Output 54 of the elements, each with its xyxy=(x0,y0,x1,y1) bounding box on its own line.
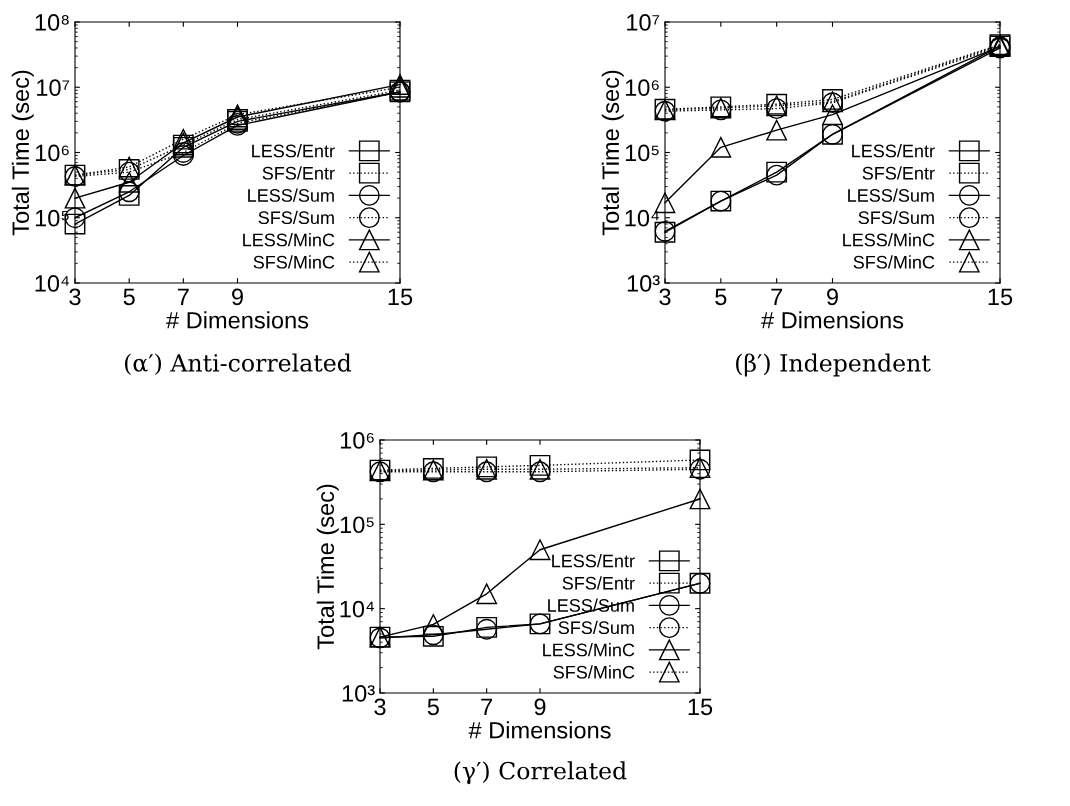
x-axis-title: # Dimensions xyxy=(468,721,611,739)
y-tick-label: 10⁴ xyxy=(625,209,659,227)
text: (β′) Independent xyxy=(736,353,931,377)
y-tick-label: 10⁸ xyxy=(35,14,69,31)
legend-label: SFS/Entr xyxy=(262,166,335,180)
y-tick-label: 10⁵ xyxy=(340,516,374,534)
legend-label: SFS/Sum xyxy=(558,620,634,635)
y-tick-label: 10³ xyxy=(342,685,375,702)
x-tick-label: 3 xyxy=(659,288,671,306)
legend-label: LESS/Entr xyxy=(252,144,335,158)
y-tick-label: 10³ xyxy=(627,275,660,292)
text: (α′) Anti-correlated xyxy=(125,353,352,376)
y-tick-label: 10⁶ xyxy=(625,79,659,97)
x-tick-label: 15 xyxy=(988,288,1013,306)
y-axis-title: Total Time (sec) xyxy=(11,70,34,236)
x-tick-label: 5 xyxy=(427,698,439,716)
x-tick-label: 15 xyxy=(388,288,413,306)
y-tick-label: 10⁷ xyxy=(627,14,660,31)
y-tick-label: 10⁶ xyxy=(340,432,374,449)
legend-label: SFS/Entr xyxy=(562,576,635,590)
x-axis-title: # Dimensions xyxy=(761,311,904,329)
legend-label: SFS/Sum xyxy=(258,210,334,225)
x-tick-label: 3 xyxy=(374,698,386,716)
x-tick-label: 9 xyxy=(534,698,546,716)
legend-label: LESS/Sum xyxy=(248,188,334,202)
y-axis-title: Total Time (sec) xyxy=(316,484,339,650)
x-tick-label: 5 xyxy=(715,288,727,306)
x-tick-label: 5 xyxy=(123,288,135,306)
legend-label: SFS/MinC xyxy=(853,255,935,269)
legend-label: SFS/Sum xyxy=(858,210,934,225)
y-tick-label: 10⁴ xyxy=(340,600,374,618)
y-axis-title: Total Time (sec) xyxy=(601,70,624,236)
legend-label: SFS/MinC xyxy=(553,665,635,679)
legend-label: SFS/MinC xyxy=(253,255,335,269)
x-tick-label: 3 xyxy=(69,288,81,306)
legend-label: LESS/MinC xyxy=(243,233,335,247)
legend-label: SFS/Entr xyxy=(862,166,935,180)
y-tick-label: 10⁴ xyxy=(35,275,69,292)
x-tick-label: 7 xyxy=(771,288,783,305)
x-tick-label: 9 xyxy=(827,288,838,306)
y-tick-label: 10⁷ xyxy=(37,79,70,97)
legend-label: LESS/Sum xyxy=(848,188,934,202)
legend-label: LESS/Entr xyxy=(852,144,935,158)
y-tick-label: 10⁵ xyxy=(625,144,659,162)
x-tick-label: 7 xyxy=(481,698,493,715)
y-tick-label: 10⁶ xyxy=(35,144,69,162)
x-axis-title: # Dimensions xyxy=(166,311,309,329)
legend-label: LESS/Entr xyxy=(552,554,635,568)
x-tick-label: 7 xyxy=(177,288,189,305)
x-tick-label: 15 xyxy=(688,698,713,716)
text: (γ′) Correlated xyxy=(454,761,627,785)
x-tick-label: 9 xyxy=(232,288,243,306)
legend-label: LESS/MinC xyxy=(543,643,635,657)
legend-label: LESS/MinC xyxy=(843,233,935,247)
